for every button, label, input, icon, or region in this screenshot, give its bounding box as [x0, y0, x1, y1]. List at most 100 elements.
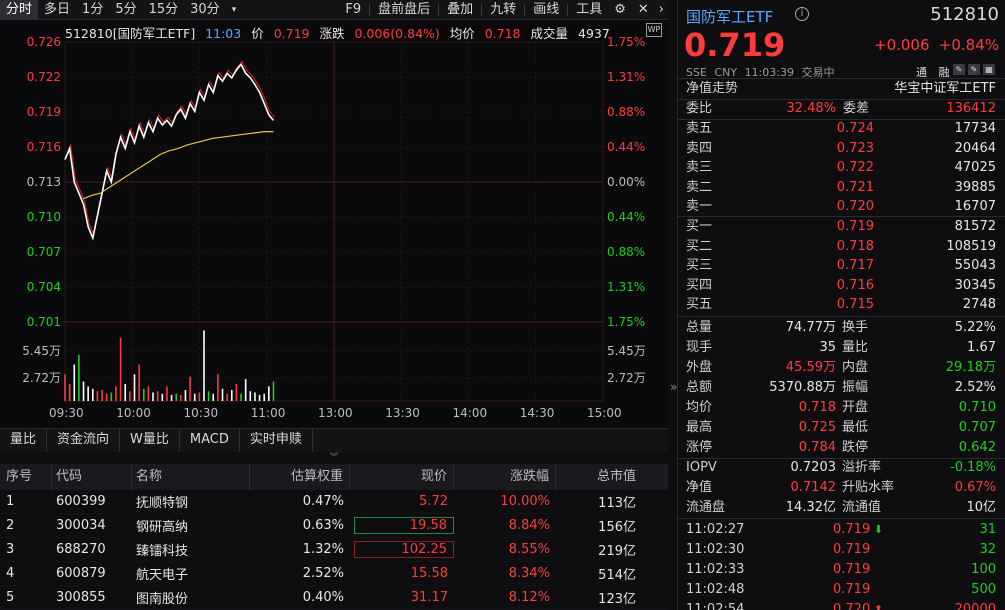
ask-level-row[interactable]: 卖一 0.720 16707	[678, 197, 1005, 217]
ask-level-row[interactable]: 卖三 0.722 47025	[678, 158, 1005, 178]
tab-multiday[interactable]: 多日	[44, 1, 71, 17]
stat-value: 0.67%	[954, 480, 996, 495]
holding-name: 图南股份	[136, 592, 189, 607]
margin-label: 融	[938, 66, 950, 79]
tab-30min[interactable]: 30分	[190, 1, 220, 17]
tab-5min[interactable]: 5分	[115, 1, 137, 17]
holding-no: 2	[6, 518, 15, 533]
header-no[interactable]: 序号	[0, 464, 52, 490]
ask-level-row[interactable]: 卖二 0.721 39885	[678, 178, 1005, 198]
holding-change: 10.00%	[500, 494, 550, 509]
tools-button[interactable]: 工具	[576, 1, 603, 17]
pct-tick-label: 0.44%	[607, 210, 645, 224]
holding-price: 19.58	[354, 517, 454, 534]
tab-realtime-creation[interactable]: 实时申赎	[240, 429, 313, 452]
trade-volume: 20000	[954, 602, 996, 610]
price-tick-label: 0.713	[27, 175, 61, 189]
pencil-icon[interactable]: ✎	[968, 64, 980, 75]
tab-macd[interactable]: MACD	[180, 429, 240, 452]
holding-row[interactable]: 2 300034 钢研高纳 0.63% 19.58 8.84% 156亿	[0, 514, 668, 538]
ask-level-price: 0.722	[836, 160, 874, 175]
bid-level-label: 买三	[686, 258, 713, 273]
chart-change: 0.006(0.84%)	[354, 26, 440, 41]
trade-tick-row: 11:02:54 0.720 ⬆ 20000	[678, 600, 1005, 610]
stat-label: 振幅	[842, 380, 869, 395]
bid-level-row[interactable]: 买四 0.716 30345	[678, 276, 1005, 296]
holding-row[interactable]: 1 600399 抚顺特钢 0.47% 5.72 10.00% 113亿	[0, 490, 668, 514]
overlay-button[interactable]: 叠加	[447, 1, 474, 17]
stat-row: 均价 0.718 开盘 0.710	[678, 398, 1005, 418]
draw-line-button[interactable]: 画线	[533, 1, 560, 17]
bid-level-row[interactable]: 买一 0.719 81572	[678, 217, 1005, 237]
holding-row[interactable]: 3 688270 臻镭科技 1.32% 102.25 8.55% 219亿	[0, 538, 668, 562]
tab-fund-flow[interactable]: 资金流向	[47, 429, 121, 452]
stat-value: 0.718	[798, 400, 836, 415]
holdings-body: 1 600399 抚顺特钢 0.47% 5.72 10.00% 113亿 2 300034 钢研高…	[0, 490, 668, 610]
ask-level-row[interactable]: 卖四 0.723 20464	[678, 139, 1005, 159]
ask-level-label: 卖一	[686, 199, 713, 214]
intraday-chart-svg: 0.726 1.75% 0.722 1.31% 0.719 0.88% 0.716 0.44%…	[22, 35, 645, 420]
price-change-pct: +0.84%	[938, 36, 999, 54]
ask-level-price: 0.724	[836, 121, 874, 136]
trade-price-wrap: 0.719	[833, 580, 870, 600]
holding-price: 31.17	[410, 590, 448, 605]
header-weight[interactable]: 估算权重	[250, 464, 350, 490]
info-icon[interactable]: i	[795, 7, 809, 21]
holding-row[interactable]: 4 600879 航天电子 2.52% 15.58 8.34% 514亿	[0, 562, 668, 586]
bid-level-row[interactable]: 买五 0.715 2748	[678, 295, 1005, 315]
holding-change: 8.34%	[508, 566, 550, 581]
collapse-chevron-icon[interactable]: ︾	[0, 452, 668, 464]
nav-trend-row[interactable]: 净值走势 华宝中证军工ETF	[678, 79, 1005, 99]
close-icon[interactable]: ✕	[637, 1, 649, 17]
tab-intraday[interactable]: 分时	[0, 0, 39, 20]
tab-w-volume-ratio[interactable]: W量比	[120, 429, 180, 452]
trading-status: 交易中	[801, 66, 835, 79]
chevron-right-icon[interactable]: ›	[658, 1, 664, 17]
ask-level-price: 0.721	[836, 179, 874, 195]
pre-post-button[interactable]: 盘前盘后	[378, 1, 431, 17]
nav-trend-label[interactable]: 净值走势	[686, 81, 739, 96]
header-price[interactable]: 现价	[354, 464, 454, 490]
price-tick-label: 0.710	[27, 210, 61, 224]
period-dropdown-icon[interactable]: ▾	[231, 4, 237, 15]
tab-volume-ratio[interactable]: 量比	[0, 429, 48, 452]
holding-market-cap: 113亿	[598, 496, 636, 511]
trade-time: 11:02:27	[686, 522, 745, 537]
bid-level-label: 买二	[686, 238, 713, 254]
grid-icon[interactable]: ▦	[983, 64, 995, 75]
edit-icon[interactable]: ✎	[953, 64, 965, 75]
tab-15min[interactable]: 15分	[148, 1, 179, 17]
volume-tick-label: 2.72万	[22, 371, 61, 385]
price-line	[64, 62, 275, 241]
stat-row: IOPV 0.7203 溢折率 -0.18%	[678, 458, 1005, 478]
stat-value: 1.67	[967, 340, 996, 355]
bid-level-volume: 81572	[954, 219, 996, 234]
header-name[interactable]: 名称	[132, 464, 250, 490]
nine-turn-button[interactable]: 九转	[490, 1, 517, 17]
holdings-table: 序号 代码 名称 估算权重 现价 涨跌幅 总市值 1 600399 抚顺特钢 0.47…	[0, 464, 668, 610]
stat-label: 总额	[686, 380, 713, 395]
tab-1min[interactable]: 1分	[82, 1, 104, 17]
stat-label: 换手	[842, 320, 869, 335]
security-name[interactable]: 国防军工ETF	[686, 8, 774, 26]
stat-value: 5.22%	[954, 320, 996, 335]
intraday-chart[interactable]: 0.726 1.75% 0.722 1.31% 0.719 0.88% 0.716 0.44%…	[0, 20, 668, 428]
trade-volume: 31	[979, 522, 996, 537]
bid-level-row[interactable]: 买三 0.717 55043	[678, 256, 1005, 276]
stat-label: 升贴水率	[842, 480, 895, 495]
expand-right-icon[interactable]: »	[670, 380, 678, 394]
f9-button[interactable]: F9	[345, 1, 362, 17]
stat-label: IOPV	[686, 460, 717, 475]
volume-tick-label: 5.45万	[22, 344, 61, 358]
weibi-value: 32.48%	[786, 101, 836, 116]
stat-value: 0.725	[798, 420, 836, 435]
wp-icon[interactable]: WP	[646, 23, 662, 37]
bid-level-row[interactable]: 买二 0.718 108519	[678, 237, 1005, 257]
header-market-cap[interactable]: 总市值	[596, 469, 636, 484]
ask-level-row[interactable]: 卖五 0.724 17734	[678, 119, 1005, 139]
trade-time: 11:02:30	[686, 542, 745, 557]
settings-gear-icon[interactable]: ⚙	[614, 1, 626, 17]
header-change[interactable]: 涨跌幅	[456, 464, 556, 490]
holding-row[interactable]: 5 300855 图南股份 0.40% 31.17 8.12% 123亿	[0, 586, 668, 610]
header-code[interactable]: 代码	[52, 464, 132, 490]
